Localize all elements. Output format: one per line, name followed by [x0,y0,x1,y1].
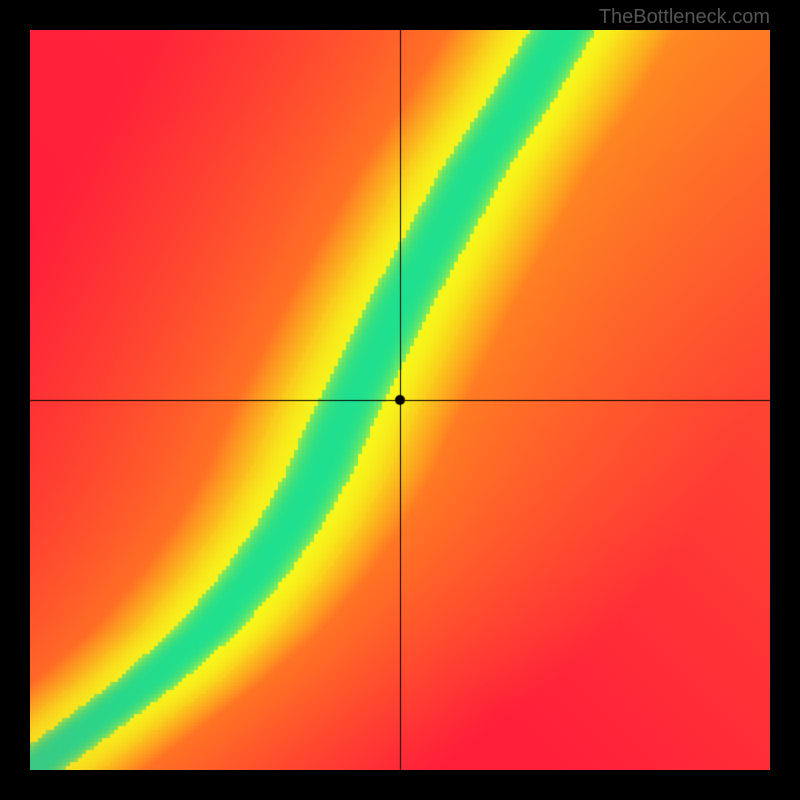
bottleneck-heatmap [30,30,770,770]
heatmap-canvas [30,30,770,770]
watermark-text: TheBottleneck.com [599,6,770,29]
